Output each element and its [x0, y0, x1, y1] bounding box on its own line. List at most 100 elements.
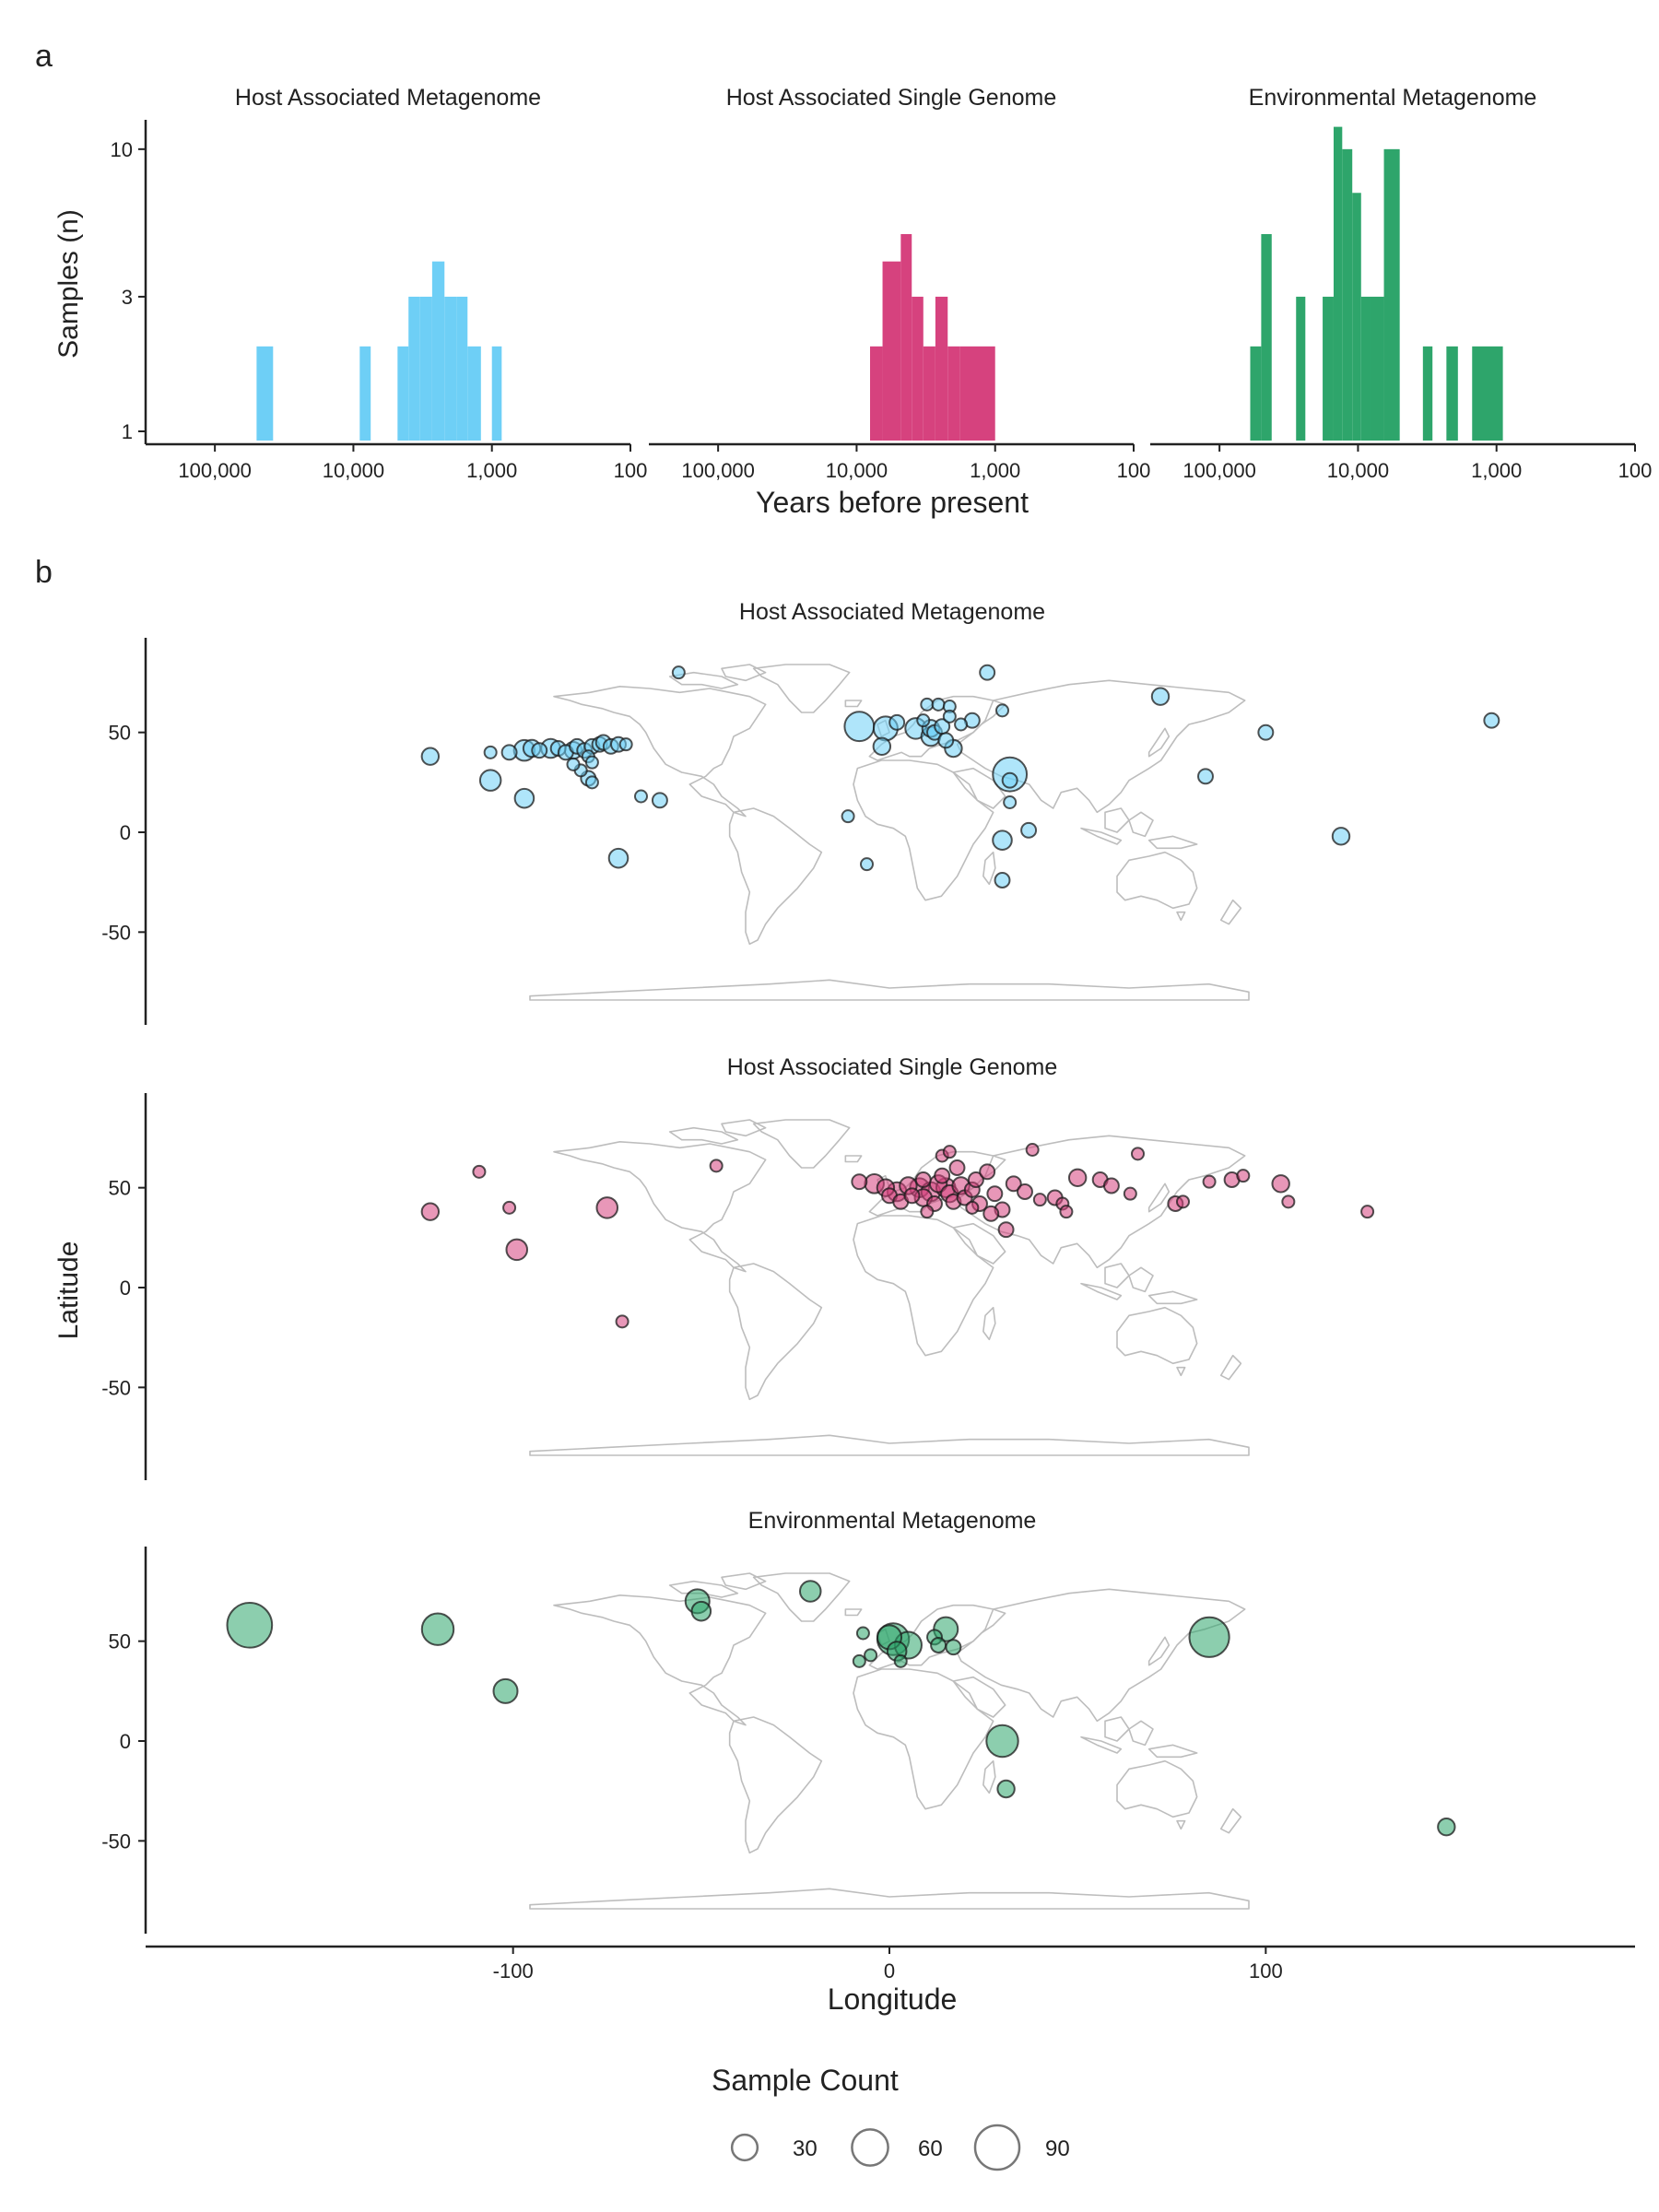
histogram-bar — [1472, 346, 1503, 441]
sample-point — [979, 664, 996, 681]
histogram-facet-0: Host Associated Metagenome 1 3 10 100,000 10,… — [111, 85, 648, 482]
map-x-tick-label: -100 — [493, 1959, 534, 1983]
histogram-bar — [1323, 296, 1334, 441]
histogram-bar — [444, 296, 457, 441]
map-y-tick-label: 50 — [109, 1177, 131, 1200]
sample-point — [1331, 827, 1351, 846]
histogram-bar — [397, 346, 409, 441]
histogram-bar — [1296, 296, 1306, 441]
map-x-axis: -100 0 100 — [146, 1945, 1635, 1983]
sample-point — [1197, 768, 1214, 785]
sample-point — [967, 1171, 984, 1188]
sample-point — [420, 1612, 455, 1646]
sample-point — [420, 747, 441, 766]
sample-point — [855, 1626, 870, 1641]
histogram-bar — [912, 296, 924, 441]
panel-a-x-axis-label: Years before present — [756, 486, 1029, 519]
sample-point — [1483, 712, 1500, 729]
sample-point — [893, 1653, 908, 1668]
world-basemap — [530, 1120, 1249, 1455]
sample-point — [965, 1200, 980, 1215]
sample-point — [500, 744, 518, 761]
histogram-y-tick-label: 10 — [111, 138, 133, 161]
sample-point — [226, 1601, 274, 1649]
sample-point — [1257, 724, 1275, 741]
sample-point — [478, 769, 502, 792]
legend-size-label: 30 — [793, 2136, 818, 2161]
histogram-bar — [256, 346, 274, 441]
sample-point — [1020, 821, 1038, 839]
panel-a-label: a — [35, 39, 53, 74]
sample-point — [1281, 1194, 1296, 1209]
sample-point — [633, 789, 649, 804]
sample-point — [852, 1653, 866, 1668]
panel-b-maps: Latitude Longitude Host Associated Metag… — [53, 599, 1635, 2016]
sample-point — [841, 809, 855, 824]
sample-point — [709, 1159, 724, 1173]
sample-point — [1130, 1147, 1146, 1161]
sample-point — [1003, 794, 1018, 810]
map-y-tick-label: -50 — [101, 1830, 131, 1853]
sample-point — [615, 1314, 629, 1329]
histogram-bar — [1446, 346, 1458, 441]
histogram-x-tick-label: 100 — [1618, 459, 1653, 482]
sample-point — [954, 717, 969, 732]
map-y-tick-label: 0 — [120, 821, 131, 844]
panel-a-y-axis-label: Samples (n) — [53, 209, 84, 359]
histogram-bar — [1371, 296, 1384, 441]
sample-point — [502, 1200, 517, 1215]
histogram-bar — [923, 346, 935, 441]
sample-point — [1059, 1205, 1074, 1219]
histogram-bar — [467, 346, 481, 441]
map-y-tick-label: 50 — [109, 1630, 131, 1653]
panel-b-x-axis-label: Longitude — [828, 1983, 958, 2016]
histogram-x-tick-label: 100,000 — [681, 459, 755, 482]
histogram-facet-2: Environmental Metagenome 100,000 10,000 1,0… — [1150, 85, 1652, 482]
sample-point — [651, 792, 668, 809]
legend-size-label: 90 — [1045, 2136, 1070, 2161]
sample-point — [1032, 1193, 1047, 1207]
sample-point — [566, 757, 581, 771]
sample-point — [584, 755, 599, 770]
sample-point — [942, 709, 957, 724]
histogram-bar — [456, 296, 468, 441]
map-y-tick-label: -50 — [101, 1376, 131, 1399]
sample-point — [618, 737, 633, 752]
histogram-bar — [408, 296, 420, 441]
histogram-bar — [900, 234, 912, 441]
sample-point — [1025, 1142, 1040, 1158]
histogram-bar — [1250, 346, 1262, 441]
map-facet-0: Host Associated Metagenome -50 0 50 — [101, 599, 1500, 1025]
sample-point — [930, 1637, 947, 1653]
histogram-bar — [947, 346, 960, 441]
panel-b-label: b — [35, 555, 53, 590]
map-facet-2: Environmental Metagenome -50 0 50 — [101, 1508, 1456, 1934]
sample-point — [1123, 1186, 1137, 1201]
histogram-facet-1: Host Associated Single Genome 100,000 10,0… — [649, 85, 1150, 482]
histogram-bar — [882, 261, 901, 441]
sample-point — [1236, 1169, 1251, 1183]
legend-size-circle — [851, 2128, 889, 2167]
sample-point — [920, 697, 935, 712]
sample-point — [934, 1167, 951, 1184]
histogram-facet-title: Environmental Metagenome — [1249, 85, 1537, 111]
map-y-tick-label: -50 — [101, 921, 131, 944]
sample-point — [916, 713, 931, 728]
sample-point — [948, 1159, 966, 1176]
sample-point — [903, 1187, 921, 1205]
sample-point — [1102, 1177, 1120, 1194]
sample-point — [483, 745, 498, 759]
histogram-bar — [1383, 148, 1400, 441]
histogram-bar — [1360, 296, 1371, 441]
sample-point — [472, 1164, 487, 1179]
histogram-bar — [1333, 126, 1343, 441]
histogram-bar — [1352, 193, 1361, 441]
histogram-x-tick-label: 1,000 — [970, 459, 1020, 482]
sample-point — [864, 1648, 878, 1663]
sample-point — [986, 1185, 1004, 1203]
panel-a-histograms: Samples (n) Years before present Host As… — [53, 85, 1652, 519]
sample-point — [985, 1724, 1019, 1759]
sample-point — [979, 1163, 996, 1181]
sample-point — [914, 1171, 932, 1188]
